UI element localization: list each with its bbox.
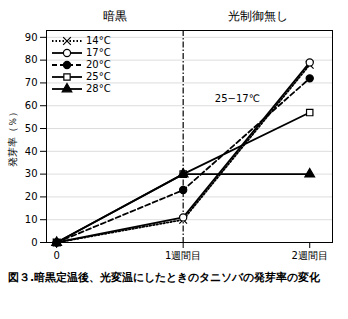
svg-text:1週間目: 1週間目 bbox=[165, 250, 201, 261]
html-text:14°C: 14°C bbox=[86, 35, 111, 46]
svg-text:60: 60 bbox=[25, 100, 38, 111]
svg-text:40: 40 bbox=[25, 146, 38, 157]
svg-text:2週間目: 2週間目 bbox=[292, 250, 328, 261]
svg-text:暗黒: 暗黒 bbox=[103, 9, 127, 23]
svg-text:80: 80 bbox=[25, 54, 38, 65]
html-text:図３.暗黒定温後、光変温にしたときのタニソバの発芽率の変化: 図３.暗黒定温後、光変温にしたときのタニソバの発芽率の変化 bbox=[8, 271, 321, 284]
html-text:28°C: 28°C bbox=[86, 83, 111, 94]
svg-text:0: 0 bbox=[53, 250, 59, 261]
svg-text:25−17℃: 25−17℃ bbox=[215, 93, 260, 104]
svg-text:50: 50 bbox=[25, 123, 38, 134]
svg-text:発芽率（％）: 発芽率（％） bbox=[7, 107, 18, 167]
html-text:25°C: 25°C bbox=[86, 71, 111, 82]
svg-text:0: 0 bbox=[31, 237, 37, 248]
html-text:17°C: 17°C bbox=[86, 47, 111, 58]
html-text:20°C: 20°C bbox=[86, 59, 111, 70]
svg-text:30: 30 bbox=[25, 168, 38, 179]
svg-text:20: 20 bbox=[25, 191, 38, 202]
svg-text:90: 90 bbox=[25, 32, 38, 43]
svg-text:光制御無し: 光制御無し bbox=[228, 9, 288, 23]
svg-text:10: 10 bbox=[25, 214, 38, 225]
svg-text:70: 70 bbox=[25, 77, 38, 88]
